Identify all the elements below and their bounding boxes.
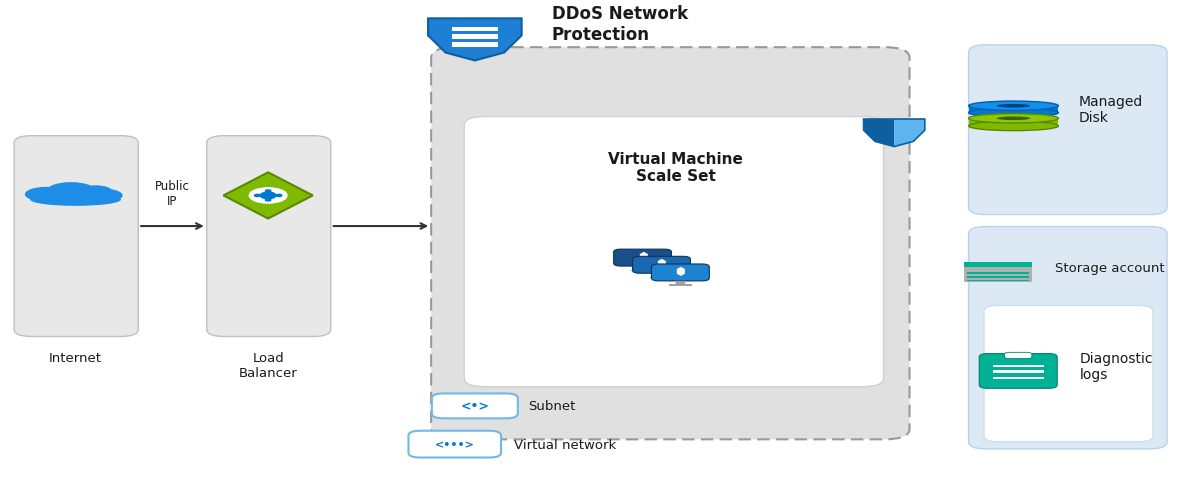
Circle shape <box>260 193 277 199</box>
Text: ⬢: ⬢ <box>638 252 647 262</box>
FancyBboxPatch shape <box>968 272 1029 274</box>
Text: Managed
Disk: Managed Disk <box>1079 95 1143 125</box>
Ellipse shape <box>969 114 1058 124</box>
Circle shape <box>266 199 271 202</box>
Text: ⬢: ⬢ <box>676 266 685 276</box>
FancyBboxPatch shape <box>632 270 654 272</box>
Ellipse shape <box>969 102 1058 111</box>
FancyBboxPatch shape <box>651 277 672 279</box>
Ellipse shape <box>969 122 1058 132</box>
Polygon shape <box>637 266 648 270</box>
Text: Public
IP: Public IP <box>155 179 190 207</box>
Ellipse shape <box>79 186 112 198</box>
FancyBboxPatch shape <box>983 306 1153 442</box>
Text: <•>: <•> <box>460 399 489 412</box>
FancyBboxPatch shape <box>633 257 690 274</box>
FancyBboxPatch shape <box>969 46 1167 215</box>
FancyBboxPatch shape <box>432 48 909 439</box>
Ellipse shape <box>969 109 1058 118</box>
Ellipse shape <box>25 187 68 203</box>
FancyBboxPatch shape <box>14 136 138 337</box>
Ellipse shape <box>997 105 1030 108</box>
FancyBboxPatch shape <box>464 117 883 387</box>
Text: Virtual network: Virtual network <box>514 438 616 451</box>
FancyBboxPatch shape <box>993 365 1043 367</box>
FancyBboxPatch shape <box>206 136 330 337</box>
Text: ⬢: ⬢ <box>657 259 666 269</box>
Polygon shape <box>223 173 312 219</box>
Text: Diagnostic
logs: Diagnostic logs <box>1080 351 1153 382</box>
FancyBboxPatch shape <box>409 431 501 457</box>
Polygon shape <box>656 274 668 277</box>
FancyBboxPatch shape <box>969 119 1058 127</box>
Circle shape <box>277 195 281 197</box>
Polygon shape <box>894 120 925 147</box>
Text: Subnet: Subnet <box>528 399 576 412</box>
FancyBboxPatch shape <box>964 263 1032 268</box>
FancyBboxPatch shape <box>432 394 517 419</box>
Text: DDoS Network
Protection: DDoS Network Protection <box>552 5 688 44</box>
Circle shape <box>249 189 287 204</box>
FancyBboxPatch shape <box>968 280 1029 282</box>
Polygon shape <box>863 120 894 147</box>
Circle shape <box>255 195 260 197</box>
FancyBboxPatch shape <box>652 264 709 281</box>
FancyBboxPatch shape <box>969 227 1167 449</box>
Text: Storage account: Storage account <box>1055 261 1165 274</box>
FancyBboxPatch shape <box>614 250 671 266</box>
Ellipse shape <box>46 183 95 199</box>
Text: Load
Balancer: Load Balancer <box>238 351 298 379</box>
FancyBboxPatch shape <box>669 285 691 287</box>
Text: Internet: Internet <box>49 351 103 364</box>
FancyBboxPatch shape <box>980 354 1057 388</box>
Circle shape <box>266 191 271 192</box>
FancyBboxPatch shape <box>993 377 1043 379</box>
FancyBboxPatch shape <box>968 276 1029 278</box>
FancyBboxPatch shape <box>964 267 1032 282</box>
FancyBboxPatch shape <box>1005 353 1032 359</box>
FancyBboxPatch shape <box>452 43 497 48</box>
FancyBboxPatch shape <box>452 27 497 32</box>
Ellipse shape <box>997 117 1030 121</box>
Ellipse shape <box>83 189 123 203</box>
Ellipse shape <box>30 194 120 206</box>
Polygon shape <box>428 19 522 61</box>
FancyBboxPatch shape <box>969 107 1058 113</box>
FancyBboxPatch shape <box>993 371 1043 373</box>
FancyBboxPatch shape <box>452 36 497 40</box>
Polygon shape <box>675 281 687 285</box>
Text: Virtual Machine
Scale Set: Virtual Machine Scale Set <box>608 151 743 184</box>
Text: <•••>: <•••> <box>435 439 474 449</box>
